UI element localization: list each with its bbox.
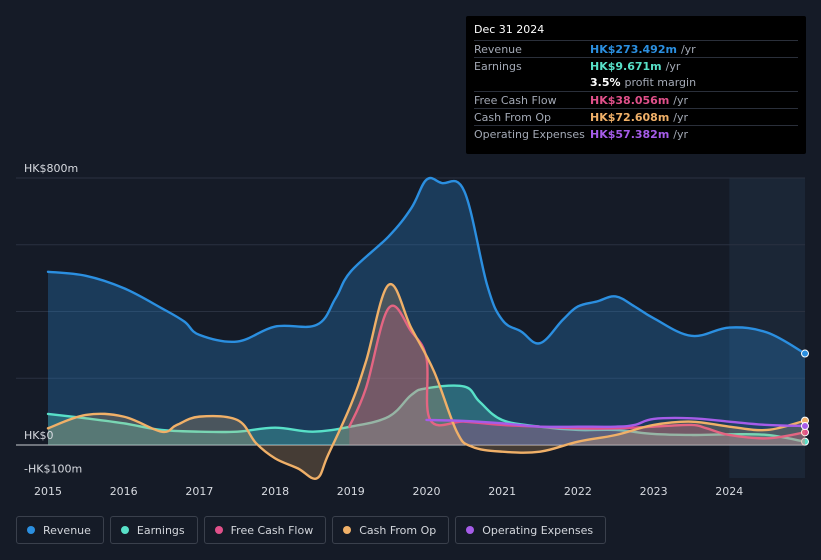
x-axis-tick-label: 2016 (110, 485, 138, 498)
legend-dot-icon (466, 526, 475, 534)
tooltip-unit: profit margin (624, 76, 697, 89)
legend-item-earnings[interactable]: Earnings (109, 516, 198, 544)
x-axis-tick-label: 2022 (564, 485, 592, 498)
operating-expenses-line (425, 416, 807, 429)
x-axis-tick-label: 2020 (413, 485, 441, 498)
revenue-endpoint (801, 349, 809, 358)
tooltip-value: HK$9.671m (590, 59, 662, 73)
tooltip-value: HK$72.608m (590, 110, 670, 124)
tooltip-value: HK$273.492m (590, 42, 677, 56)
earnings-endpoint (801, 437, 809, 446)
tooltip-label: Revenue (474, 42, 522, 56)
chart-legend: Revenue Earnings Free Cash Flow Cash From O… (16, 516, 612, 544)
legend-label: Revenue (43, 523, 91, 537)
legend-item-cash-from-op[interactable]: Cash From Op (332, 516, 450, 544)
tooltip-date: Dec 31 2024 (474, 23, 545, 36)
y-axis-label: HK$800m (24, 162, 78, 175)
tooltip-label: Earnings (474, 59, 522, 73)
free-cash-flow-area (349, 305, 805, 445)
legend-dot-icon (343, 526, 352, 534)
revenue-area (48, 177, 805, 445)
x-axis-tick-label: 2021 (488, 485, 516, 498)
operating-expenses-endpoint (801, 421, 809, 430)
legend-item-operating-expenses[interactable]: Operating Expenses (455, 516, 607, 544)
legend-dot-icon (214, 526, 223, 534)
x-axis-tick-label: 2023 (640, 485, 668, 498)
tooltip-unit: /yr (665, 59, 681, 73)
legend-dot-icon (120, 526, 129, 534)
tooltip-unit: /yr (673, 93, 689, 107)
tooltip-row: Operating Expenses HK$57.382m/yr (474, 125, 798, 142)
x-axis-tick-label: 2024 (715, 485, 743, 498)
tooltip-label: Operating Expenses (474, 127, 585, 141)
tooltip-unit: /yr (673, 110, 689, 124)
tooltip-panel: Dec 31 2024 Revenue HK$273.492m/yr Earning… (466, 16, 806, 154)
legend-label: Operating Expenses (482, 523, 594, 537)
tooltip-unit: /yr (673, 127, 689, 141)
tooltip-row: Earnings HK$9.671m/yr (474, 57, 798, 74)
chart-canvas: HK$800m HK$0 -HK$100m 2015 2016 2017 2018 2019 2… (16, 162, 809, 498)
legend-item-revenue[interactable]: Revenue (16, 516, 104, 544)
tooltip-row: Free Cash Flow HK$38.056m/yr (474, 91, 798, 108)
legend-label: Free Cash Flow (230, 523, 314, 537)
tooltip-label: Cash From Op (474, 110, 552, 124)
x-axis-tick-label: 2019 (337, 485, 365, 498)
tooltip-value: 3.5% (590, 76, 621, 89)
x-axis-tick-label: 2015 (34, 485, 62, 498)
legend-label: Cash From Op (359, 523, 437, 537)
y-axis-label: -HK$100m (24, 462, 82, 475)
tooltip-row: Cash From Op HK$72.608m/yr (474, 108, 798, 125)
revenue-line (46, 176, 807, 355)
tooltip-row: Revenue HK$273.492m/yr (474, 40, 798, 57)
cash-from-op-area (48, 284, 805, 479)
legend-dot-icon (27, 526, 35, 534)
tooltip-label: Free Cash Flow (474, 93, 557, 107)
x-axis-tick-label: 2017 (185, 485, 213, 498)
tooltip-row: 3.5% profit margin (474, 74, 798, 91)
legend-item-free-cash-flow[interactable]: Free Cash Flow (203, 516, 327, 544)
cash-from-op-line (46, 283, 807, 480)
tooltip-value: HK$38.056m (590, 93, 670, 107)
tooltip-unit: /yr (680, 42, 696, 56)
tooltip-value: HK$57.382m (590, 127, 670, 141)
x-axis-tick-label: 2018 (261, 485, 289, 498)
y-axis-label: HK$0 (24, 429, 53, 442)
legend-label: Earnings (136, 523, 185, 537)
